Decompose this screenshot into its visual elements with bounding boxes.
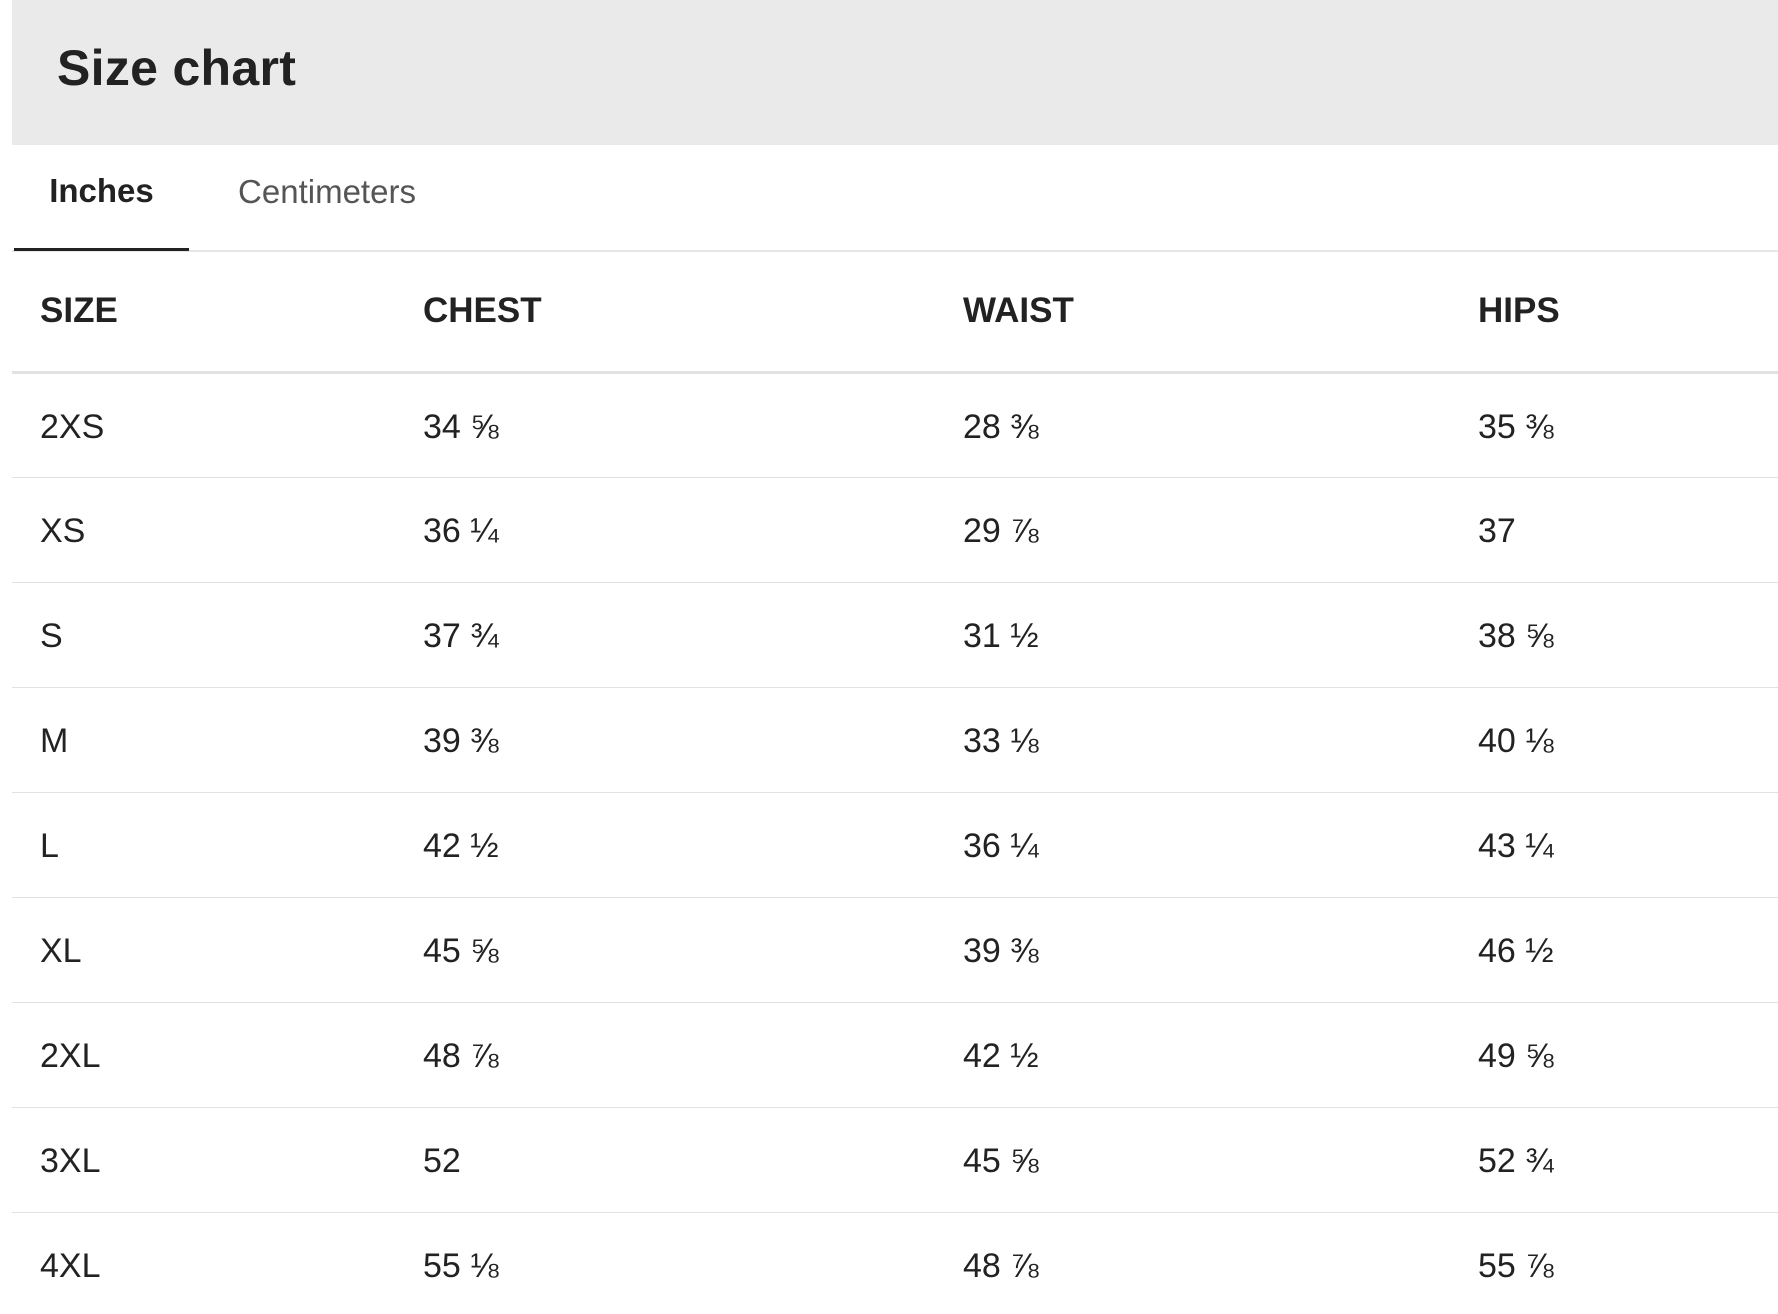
waist-cell: 36 ¼ bbox=[963, 792, 1478, 898]
hips-cell: 38 ⅝ bbox=[1478, 582, 1778, 688]
column-header-chest: CHEST bbox=[423, 252, 963, 374]
chest-cell: 52 bbox=[423, 1107, 963, 1213]
table-row: 2XS 34 ⅝ 28 ⅜ 35 ⅜ bbox=[12, 372, 1778, 478]
column-header-size: SIZE bbox=[12, 252, 423, 374]
chest-cell: 42 ½ bbox=[423, 792, 963, 898]
size-cell: 4XL bbox=[12, 1212, 423, 1314]
waist-cell: 39 ⅜ bbox=[963, 897, 1478, 1003]
waist-cell: 48 ⅞ bbox=[963, 1212, 1478, 1314]
table-row: 3XL 52 45 ⅝ 52 ¾ bbox=[12, 1107, 1778, 1213]
size-chart-header: Size chart bbox=[12, 0, 1778, 145]
table-row: 4XL 55 ⅛ 48 ⅞ 55 ⅞ bbox=[12, 1212, 1778, 1314]
page-title: Size chart bbox=[57, 39, 297, 96]
size-cell: S bbox=[12, 582, 423, 688]
hips-cell: 35 ⅜ bbox=[1478, 372, 1778, 478]
waist-cell: 29 ⅞ bbox=[963, 477, 1478, 583]
table-row: XS 36 ¼ 29 ⅞ 37 bbox=[12, 477, 1778, 583]
waist-cell: 31 ½ bbox=[963, 582, 1478, 688]
column-header-hips: HIPS bbox=[1478, 252, 1778, 374]
table-row: XL 45 ⅝ 39 ⅜ 46 ½ bbox=[12, 897, 1778, 1003]
waist-cell: 33 ⅛ bbox=[963, 687, 1478, 793]
table-row: M 39 ⅜ 33 ⅛ 40 ⅛ bbox=[12, 687, 1778, 793]
hips-cell: 52 ¾ bbox=[1478, 1107, 1778, 1213]
size-cell: 2XS bbox=[12, 372, 423, 478]
chest-cell: 34 ⅝ bbox=[423, 372, 963, 478]
hips-cell: 55 ⅞ bbox=[1478, 1212, 1778, 1314]
size-cell: L bbox=[12, 792, 423, 898]
size-cell: M bbox=[12, 687, 423, 793]
table-row: S 37 ¾ 31 ½ 38 ⅝ bbox=[12, 582, 1778, 688]
waist-cell: 42 ½ bbox=[963, 1002, 1478, 1108]
unit-tabs: Inches Centimeters bbox=[12, 145, 1778, 252]
chest-cell: 37 ¾ bbox=[423, 582, 963, 688]
size-table: SIZE CHEST WAIST HIPS 2XS 34 ⅝ 28 ⅜ 35 ⅜… bbox=[12, 252, 1778, 1314]
chest-cell: 36 ¼ bbox=[423, 477, 963, 583]
waist-cell: 28 ⅜ bbox=[963, 372, 1478, 478]
tab-inches[interactable]: Inches bbox=[14, 145, 189, 251]
table-row: 2XL 48 ⅞ 42 ½ 49 ⅝ bbox=[12, 1002, 1778, 1108]
chest-cell: 39 ⅜ bbox=[423, 687, 963, 793]
hips-cell: 43 ¼ bbox=[1478, 792, 1778, 898]
chest-cell: 45 ⅝ bbox=[423, 897, 963, 1003]
tab-centimeters[interactable]: Centimeters bbox=[238, 172, 416, 210]
table-row: L 42 ½ 36 ¼ 43 ¼ bbox=[12, 792, 1778, 898]
size-cell: XL bbox=[12, 897, 423, 1003]
table-header-row: SIZE CHEST WAIST HIPS bbox=[12, 252, 1778, 374]
waist-cell: 45 ⅝ bbox=[963, 1107, 1478, 1213]
hips-cell: 49 ⅝ bbox=[1478, 1002, 1778, 1108]
chest-cell: 55 ⅛ bbox=[423, 1212, 963, 1314]
size-cell: 2XL bbox=[12, 1002, 423, 1108]
hips-cell: 40 ⅛ bbox=[1478, 687, 1778, 793]
chest-cell: 48 ⅞ bbox=[423, 1002, 963, 1108]
hips-cell: 46 ½ bbox=[1478, 897, 1778, 1003]
hips-cell: 37 bbox=[1478, 477, 1778, 583]
size-cell: XS bbox=[12, 477, 423, 583]
size-cell: 3XL bbox=[12, 1107, 423, 1213]
column-header-waist: WAIST bbox=[963, 252, 1478, 374]
